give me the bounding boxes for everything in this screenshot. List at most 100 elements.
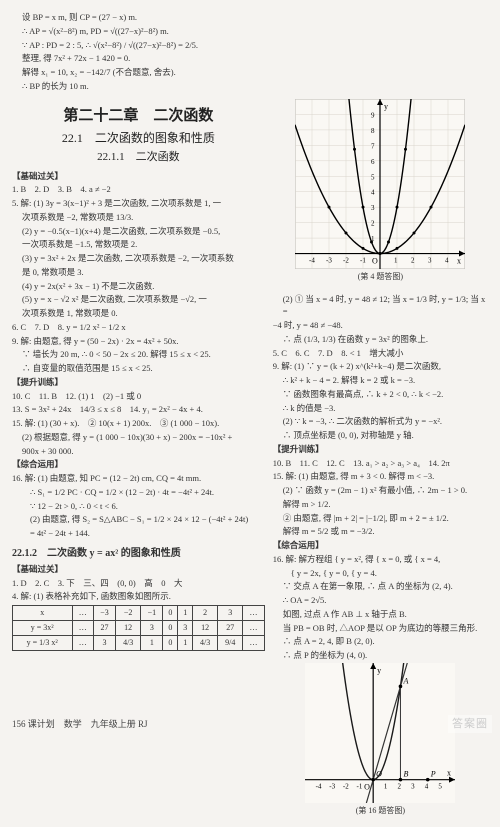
graph-16: xyO-4-3-2-112345OABP (第 16 题答图)	[273, 663, 488, 823]
svg-text:O: O	[372, 256, 378, 265]
answer-line: 900x + 30 000.	[12, 445, 265, 458]
subsection-title: 22.1.1 二次函数	[12, 149, 265, 166]
svg-text:9: 9	[371, 111, 375, 119]
svg-text:4: 4	[445, 256, 449, 264]
answer-line: 9. 解: 由题意, 得 y = (50 − 2x) · 2x = 4x² + …	[12, 335, 265, 348]
answer-line: 13. S = 3x² + 24x 14/3 ≤ x ≤ 8 14. y₁ = …	[12, 403, 265, 416]
answer-line: 15. 解: (1) 由题意, 得 m + 3 < 0. 解得 m < −3.	[273, 470, 488, 483]
answer-line: 解得 m = 5/2 或 m = −3/2.	[273, 525, 488, 538]
answer-line: 是 0, 常数项是 3.	[12, 266, 265, 279]
table-row: x…−3−2−10123…	[13, 606, 265, 621]
svg-text:5: 5	[439, 782, 443, 790]
svg-text:y: y	[384, 102, 388, 111]
graph-caption: (第 4 题答图)	[358, 271, 403, 283]
answer-line: (2) 根据题意, 得 y = (1 000 − 10x)(30 + x) − …	[12, 431, 265, 444]
answer-line: ∵ 12 − 2t > 0, ∴ 0 < t < 6.	[12, 500, 265, 513]
svg-text:8: 8	[371, 126, 375, 134]
svg-text:3: 3	[428, 256, 432, 264]
answer-line: ② 由题意, 得 |m + 2| = |−1/2|, 即 m + 2 = ± 1…	[273, 512, 488, 525]
svg-text:2: 2	[411, 256, 415, 264]
intro-text: 整理, 得 7x² + 72x − 1 420 = 0.	[12, 52, 488, 65]
table-row: y = 3x²…27123031227…	[13, 621, 265, 636]
svg-text:-3: -3	[330, 782, 336, 790]
svg-text:-1: -1	[360, 256, 366, 264]
graph-caption: (第 16 题答图)	[356, 805, 405, 817]
svg-text:-4: -4	[309, 256, 315, 264]
answer-line: ∴ S₁ = 1/2 PC · CQ = 1/2 × (12 − 2t) · 4…	[12, 486, 265, 499]
svg-text:x: x	[457, 256, 461, 265]
chapter-title: 第二十二章 二次函数	[12, 105, 265, 128]
answer-line: = 4t² − 24t + 144.	[12, 527, 265, 540]
answer-line: 1. B 2. D 3. B 4. a ≠ −2	[12, 183, 265, 196]
svg-text:-2: -2	[343, 782, 349, 790]
answer-line: ∴ 点 A = 2, 4, 即 B (2, 0).	[273, 635, 488, 648]
answer-line: 4. 解: (1) 表格补充如下, 函数图象如图所示.	[12, 590, 265, 603]
intro-text: 设 BP = x m, 则 CP = (27 − x) m.	[12, 11, 488, 24]
answer-line: ∴ 点 P 的坐标为 (4, 0).	[273, 649, 488, 662]
answer-line: 一次项系数是 −1.5, 常数项是 2.	[12, 238, 265, 251]
answer-line: (2) ∵ k = −3, ∴ 二次函数的解析式为 y = −x².	[273, 415, 488, 428]
answer-line: −4 时, y = 48 ≠ −48.	[273, 319, 488, 332]
svg-text:-3: -3	[326, 256, 332, 264]
tag-basic: 基础过关	[12, 564, 63, 574]
intro-text: ∵ AP : PD = 2 : 5, ∴ √(x²−8²) / √((27−x)…	[12, 39, 488, 52]
answer-line: 5. 解: (1) 3y = 3(x−1)² + 3 是二次函数, 二次项系数是…	[12, 197, 265, 210]
answer-line: ∴ 自变量的取值范围是 15 ≤ x < 25.	[12, 362, 265, 375]
answer-line: 10. B 11. C 12. C 13. a₁ > a₂ > a₃ > a₄ …	[273, 457, 488, 470]
answer-line: ∴ 顶点坐标是 (0, 0), 对称轴是 y 轴.	[273, 429, 488, 442]
answer-line: 16. 解: (1) 由题意, 知 PC = (12 − 2t) cm, CQ …	[12, 472, 265, 485]
svg-text:-1: -1	[357, 782, 363, 790]
svg-text:-2: -2	[343, 256, 349, 264]
svg-text:B: B	[404, 769, 409, 778]
answer-line: 解得 m > 1/2.	[273, 498, 488, 511]
answer-line: 16. 解: 解方程组 { y = x², 得 { x = 0, 或 { x =…	[273, 553, 488, 566]
answer-line: (2) y = −0.5(x−1)(x+4) 是二次函数, 二次项系数是 −0.…	[12, 225, 265, 238]
page-footer: 156 课计划 数学 九年级上册 RJ	[12, 718, 148, 732]
intro-block: 设 BP = x m, 则 CP = (27 − x) m. ∴ AP = √(…	[12, 11, 488, 93]
subsection-title-b: 22.1.2 二次函数 y = ax² 的图象和性质	[12, 546, 265, 561]
svg-text:5: 5	[371, 173, 375, 181]
answer-line: ∵ 交点 A 在第一象限, ∴ 点 A 的坐标为 (2, 4).	[273, 580, 488, 593]
answer-line: ∴ OA = 2√5.	[273, 594, 488, 607]
svg-text:A: A	[403, 676, 409, 685]
answer-line: 9. 解: (1) ∵ y = (k + 2) x^(k²+k−4) 是二次函数…	[273, 360, 488, 373]
answer-line: (2) 由题意, 得 S₂ = S△ABC − S₁ = 1/2 × 24 × …	[12, 513, 265, 526]
answer-line: (2) ① 当 x = 4 时, y = 48 ≠ 12; 当 x = 1/3 …	[273, 293, 488, 319]
svg-text:4: 4	[371, 188, 375, 196]
answer-line: ∵ 墙长为 20 m, ∴ 0 < 50 − 2x ≤ 20. 解得 15 ≤ …	[12, 348, 265, 361]
answer-line: (2) ∵ 函数 y = (2m − 1) x² 有最小值, ∴ 2m − 1 …	[273, 484, 488, 497]
answer-line: 当 PB = OB 时, △AOP 是以 OP 为底边的等腰三角形.	[273, 622, 488, 635]
watermark: 答案圈	[448, 715, 492, 734]
parabola-graph-icon: xyO-4-3-2-11234123456789	[295, 99, 465, 269]
answer-line: 次项系数是 −2, 常数项是 13/3.	[12, 211, 265, 224]
svg-text:-4: -4	[316, 782, 322, 790]
answer-line: { y = 2x, { y = 0, { y = 4.	[273, 567, 488, 580]
svg-text:O: O	[377, 769, 383, 778]
svg-text:7: 7	[371, 142, 375, 150]
svg-text:2: 2	[398, 782, 402, 790]
svg-text:1: 1	[394, 256, 398, 264]
section-title: 22.1 二次函数的图象和性质	[12, 129, 265, 147]
svg-text:3: 3	[411, 782, 415, 790]
answer-line: ∵ 函数图象有最高点, ∴ k + 2 < 0, ∴ k < −2.	[273, 388, 488, 401]
svg-text:P: P	[430, 769, 436, 778]
answer-line: 15. 解: (1) (30 + x). ② 10(x + 1) 200x. ③…	[12, 417, 265, 430]
intro-text: ∴ AP = √(x²−8²) m, PD = √((27−x)²−8²) m.	[12, 25, 488, 38]
tag-comprehensive: 综合运用	[12, 459, 63, 469]
svg-text:1: 1	[384, 782, 388, 790]
tag-improve: 提升训练	[273, 444, 324, 454]
answer-line: ∴ 点 (1/3, 1/3) 在函数 y = 3x² 的图象上.	[273, 333, 488, 346]
answer-line: (4) y = 2x(x² + 3x − 1) 不是二次函数.	[12, 280, 265, 293]
svg-text:6: 6	[371, 157, 375, 165]
parabola-line-graph-icon: xyO-4-3-2-112345OABP	[305, 663, 455, 803]
svg-text:y: y	[378, 666, 382, 675]
svg-text:x: x	[447, 768, 451, 777]
graph-4: xyO-4-3-2-11234123456789 (第 4 题答图)	[273, 99, 488, 289]
answer-line: 6. C 7. D 8. y = 1/2 x² − 1/2 x	[12, 321, 265, 334]
answer-line: 5. C 6. C 7. D 8. < 1 增大减小	[273, 347, 488, 360]
tag-basic: 基础过关	[12, 171, 63, 181]
answer-line: 10. C 11. B 12. (1) 1 (2) −1 或 0	[12, 390, 265, 403]
svg-text:O: O	[365, 782, 371, 791]
answer-line: (5) y = x − √2 x² 是二次函数, 二次项系数是 −√2, 一	[12, 293, 265, 306]
table-row: y = 1/3 x²…34/31014/39/4…	[13, 636, 265, 651]
